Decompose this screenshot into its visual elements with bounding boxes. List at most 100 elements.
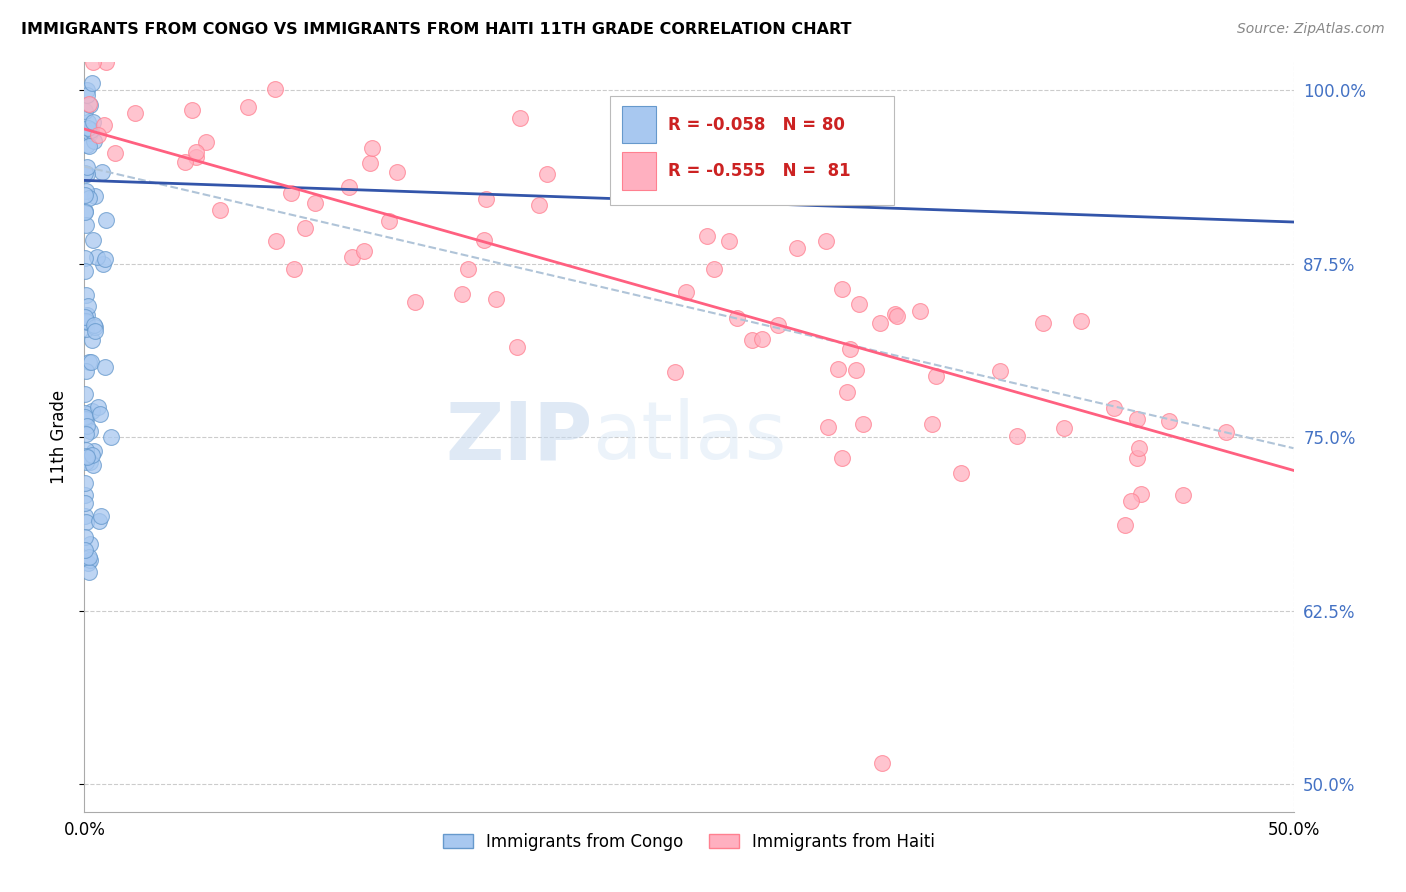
Point (264, 82, 287, 96)
Point (94, 360, 117, 375)
Point (76, 315, 98, 329)
Point (814, 234, 837, 248)
Point (75, 515, 97, 529)
Point (87, 514, 110, 528)
Point (93, 252, 115, 267)
Point (910, 303, 932, 318)
Point (82, 403, 104, 417)
Point (75, 218, 97, 232)
Point (82, 55, 104, 70)
Point (79, 424, 101, 438)
Point (77, 550, 100, 565)
Point (838, 342, 860, 356)
Point (652, 187, 675, 202)
Point (872, 756, 894, 771)
Point (80, 123, 103, 137)
Point (75, 314, 97, 328)
Point (75, 322, 97, 336)
Point (76, 418, 98, 433)
Point (404, 294, 426, 309)
Point (76, 137, 98, 152)
Point (79, 98, 101, 112)
Text: Source: ZipAtlas.com: Source: ZipAtlas.com (1237, 22, 1385, 37)
Point (1159, 414, 1181, 428)
Point (93, 118, 115, 132)
Point (75, 364, 97, 378)
Text: R = -0.555   N =  81: R = -0.555 N = 81 (668, 162, 851, 180)
Point (76, 83, 98, 97)
Point (87, 400, 110, 414)
Point (75, 205, 97, 219)
FancyBboxPatch shape (610, 96, 894, 205)
Point (76, 160, 98, 174)
Point (1102, 401, 1125, 415)
Point (236, 100, 259, 114)
Point (817, 419, 839, 434)
Text: IMMIGRANTS FROM CONGO VS IMMIGRANTS FROM HAITI 11TH GRADE CORRELATION CHART: IMMIGRANTS FROM CONGO VS IMMIGRANTS FROM… (21, 22, 852, 37)
Point (73, 310, 96, 324)
Point (186, 145, 208, 159)
Point (75, 413, 97, 427)
Point (1129, 486, 1152, 500)
Point (1126, 451, 1149, 466)
Point (852, 417, 875, 431)
Point (94, 212, 117, 227)
Point (75, 184, 97, 198)
Point (337, 180, 360, 194)
Point (73, 530, 96, 544)
Point (84, 320, 107, 334)
Point (751, 332, 773, 346)
Point (664, 366, 686, 380)
Point (457, 262, 479, 277)
Point (451, 287, 474, 301)
Point (73, 387, 96, 401)
Point (75, 251, 97, 265)
Point (831, 282, 853, 296)
Point (80, 355, 103, 369)
Point (79, 126, 101, 140)
Point (73, 496, 96, 510)
Point (83, 134, 105, 148)
Point (194, 135, 217, 149)
Point (73, 509, 96, 524)
Point (768, 318, 790, 332)
Point (208, 202, 231, 217)
Point (475, 192, 498, 206)
Point (76, 308, 98, 322)
Point (529, 198, 551, 212)
Point (181, 103, 204, 118)
Point (837, 384, 859, 399)
Point (1005, 429, 1028, 443)
Point (77, 97, 100, 112)
Point (104, 146, 127, 161)
Point (75, 165, 97, 179)
Point (359, 155, 381, 169)
Point (76, 450, 98, 464)
Point (184, 149, 207, 163)
Point (75, 406, 97, 420)
Point (77, 355, 100, 369)
Point (1128, 441, 1150, 455)
Point (294, 221, 316, 235)
Point (988, 364, 1011, 378)
Point (921, 417, 943, 431)
Point (73, 104, 96, 119)
Point (75, 455, 97, 469)
Point (80, 333, 103, 347)
Point (1114, 517, 1136, 532)
Point (75, 449, 97, 463)
Point (86, 251, 108, 265)
Text: R = -0.058   N = 80: R = -0.058 N = 80 (668, 116, 845, 134)
Point (1119, 493, 1142, 508)
Point (886, 310, 908, 324)
Point (174, 155, 197, 169)
Point (340, 250, 363, 264)
Point (75, 264, 97, 278)
Point (91, 258, 114, 272)
Point (304, 196, 326, 211)
Point (76, 556, 98, 570)
Point (484, 293, 506, 307)
Point (82, 115, 104, 129)
Point (1032, 316, 1054, 330)
Point (86, 128, 108, 143)
